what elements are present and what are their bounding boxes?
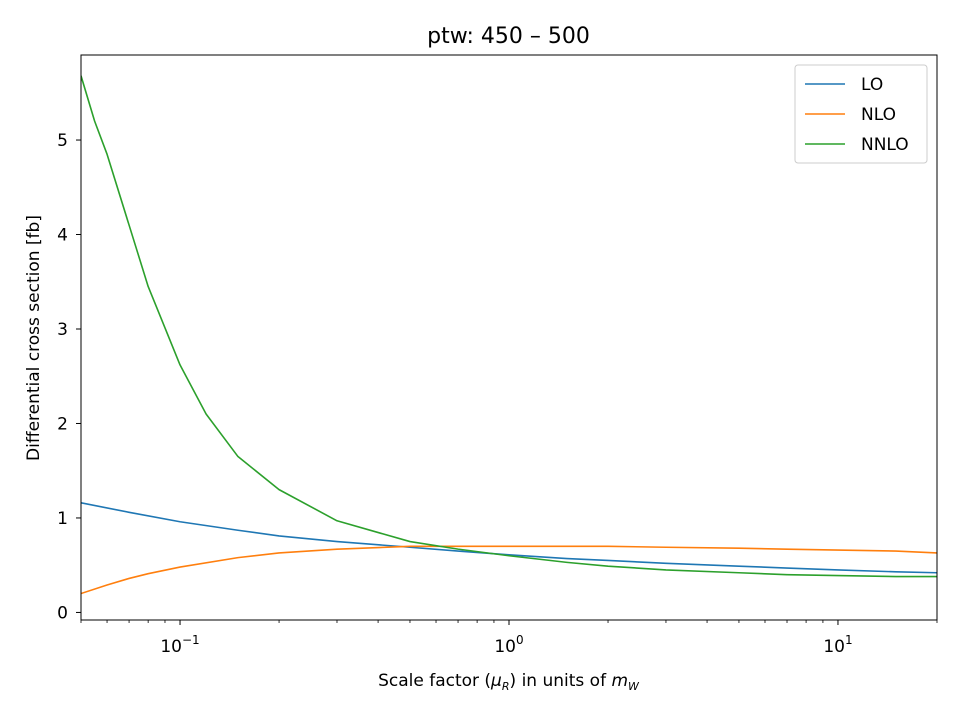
y-tick-label: 2: [57, 414, 68, 434]
series-line-nnlo: [81, 75, 937, 578]
y-tick-label: 1: [57, 509, 68, 529]
series-line-lo: [81, 502, 937, 574]
y-tick-label: 5: [57, 131, 68, 151]
legend-label-nnlo: NNLO: [861, 135, 909, 155]
x-tick-label: 10−1: [160, 633, 199, 657]
y-axis-label: Differential cross section [fb]: [24, 215, 44, 461]
series-line-nlo: [81, 545, 937, 595]
x-axis-label: Scale factor (μR) in units of mW: [378, 671, 640, 693]
legend: LO NLO NNLO: [794, 64, 928, 164]
axes: 0 1 2 3 4 5 10−1 100 101: [57, 54, 938, 657]
legend-label-lo: LO: [861, 75, 883, 95]
legend-label-nlo: NLO: [861, 105, 896, 125]
x-tick-label: 100: [494, 633, 523, 657]
legend-box: [794, 64, 928, 164]
plot-area: [81, 75, 937, 595]
y-tick-label: 0: [57, 603, 68, 623]
x-tick-label: 101: [823, 633, 852, 657]
chart-title: ptw: 450 – 500: [427, 24, 590, 49]
y-tick-label: 3: [57, 320, 68, 340]
y-tick-label: 4: [57, 226, 68, 246]
